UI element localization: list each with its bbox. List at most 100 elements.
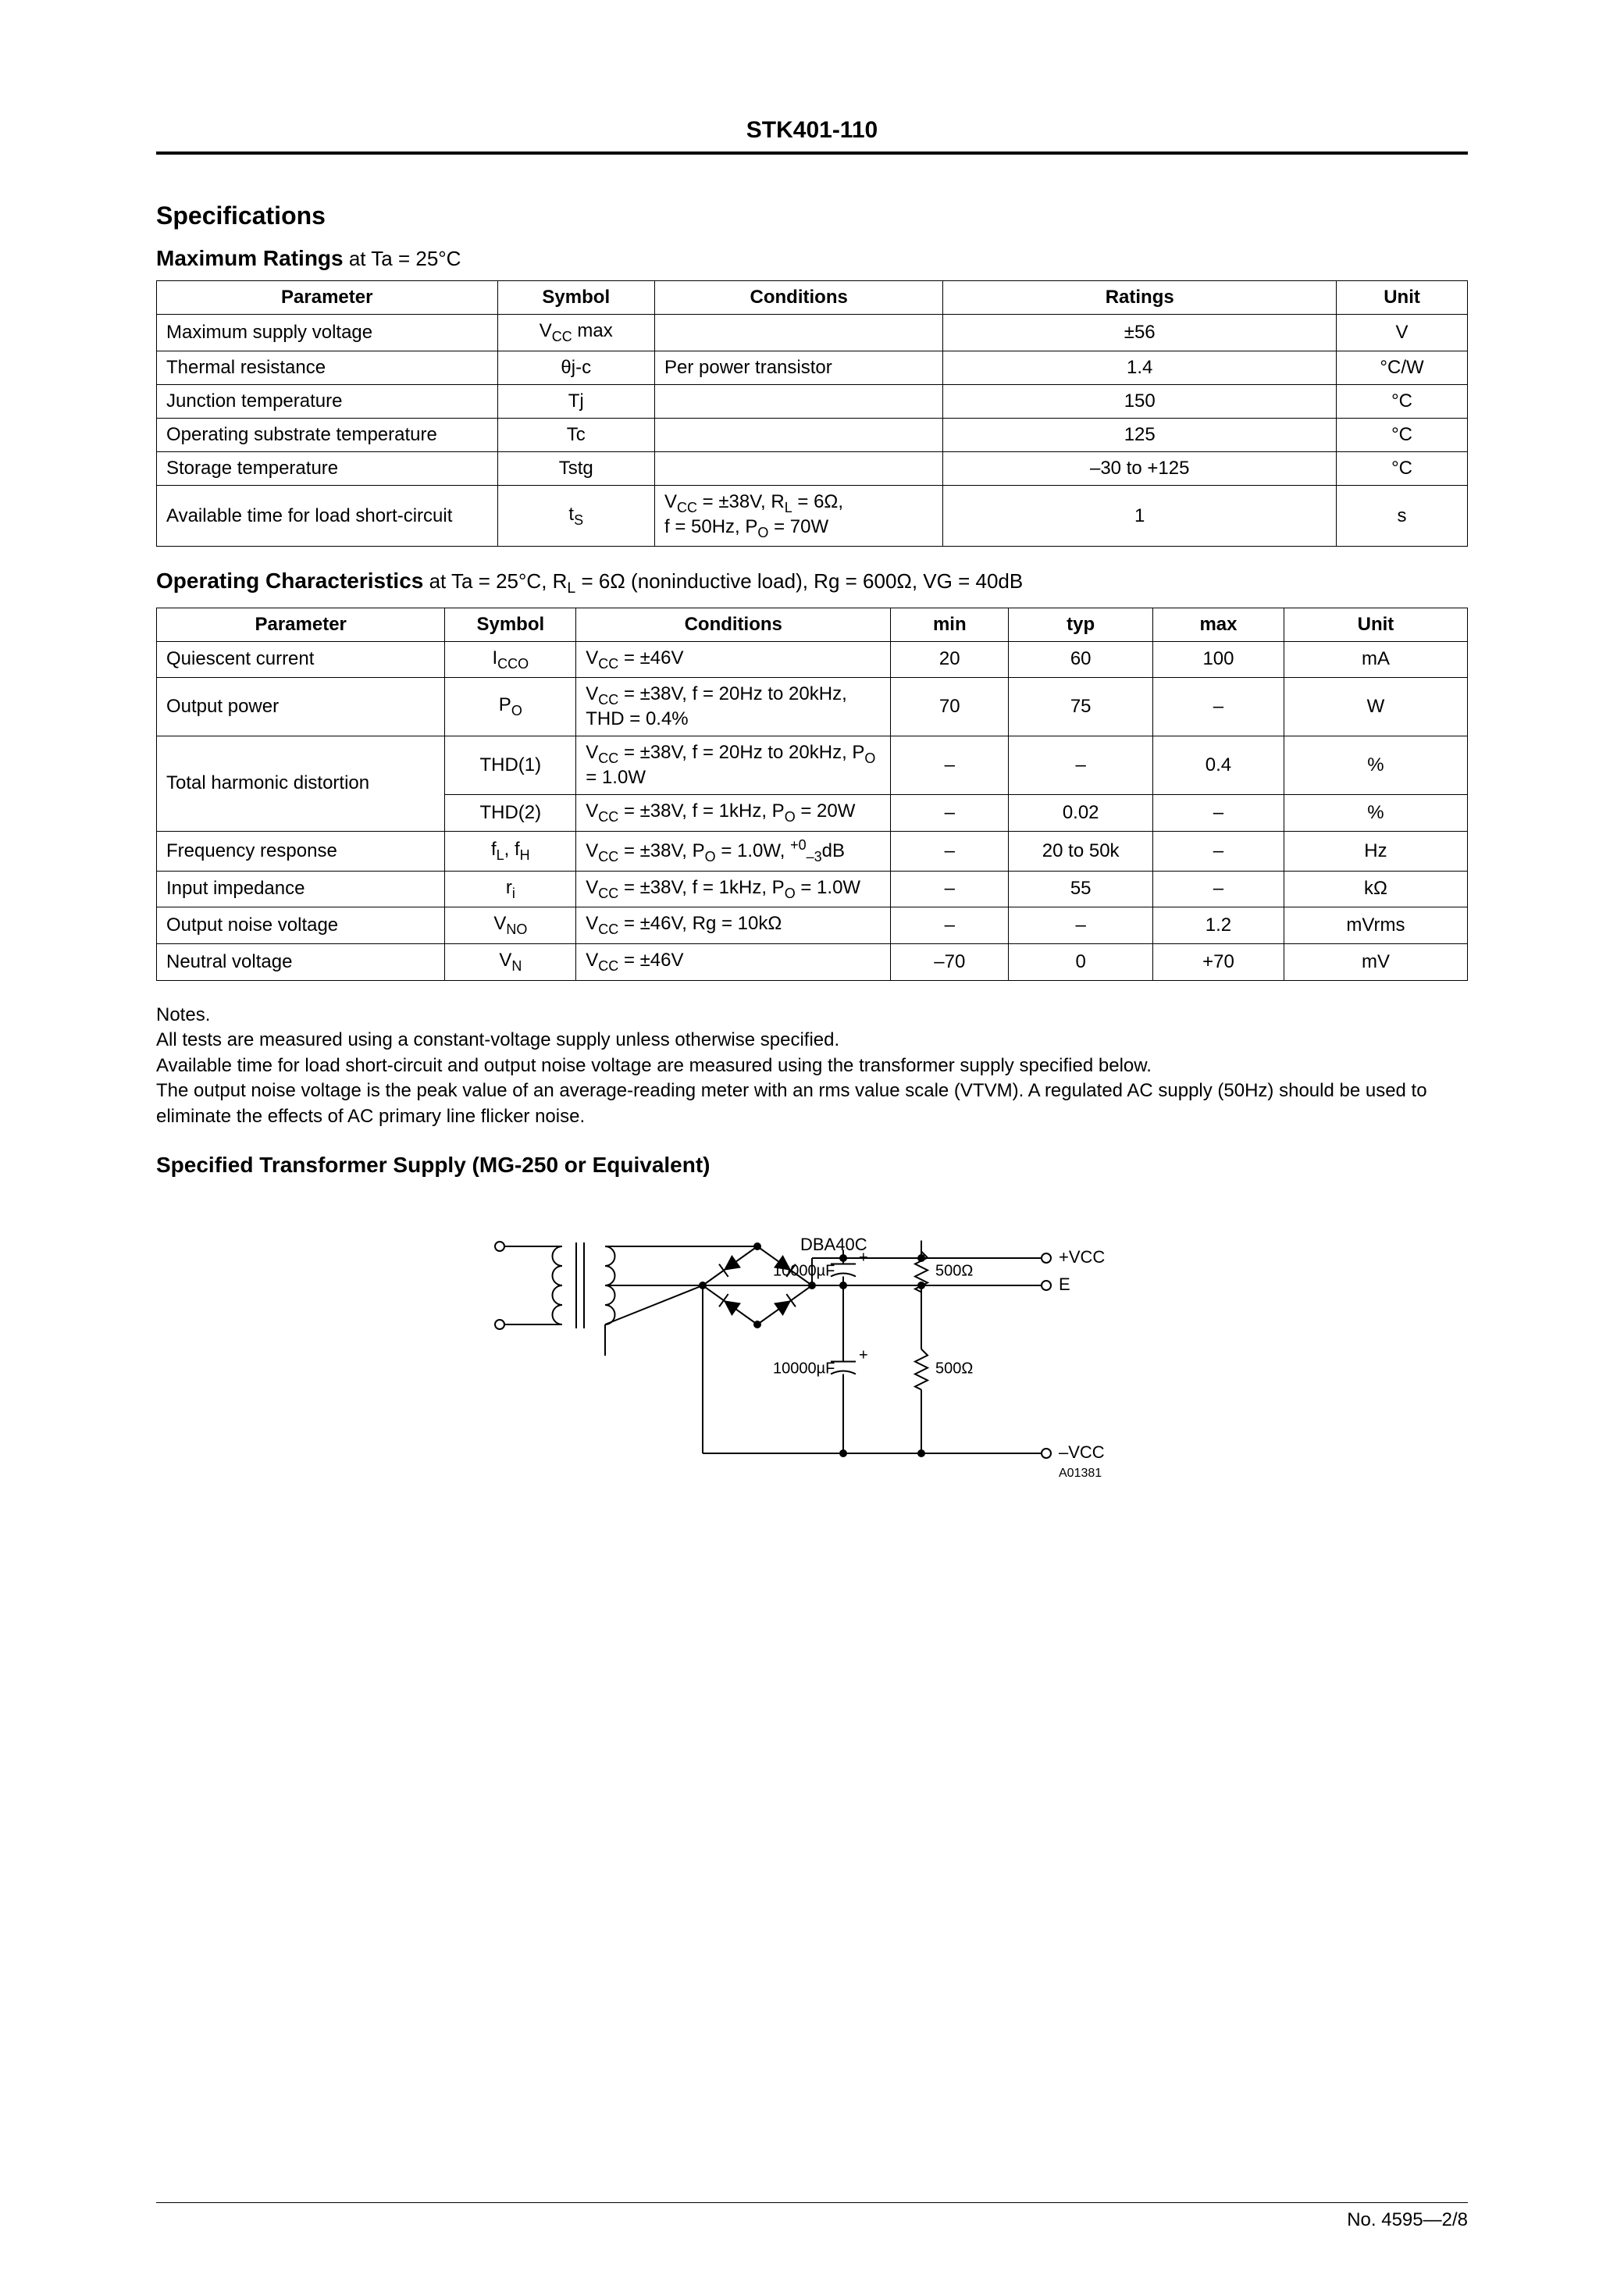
op-char-heading: Operating Characteristics at Ta = 25°C, …	[156, 569, 1468, 597]
table-cell: θj-c	[497, 351, 654, 384]
column-header: Conditions	[576, 608, 891, 641]
table-cell: VCC = ±38V, f = 1kHz, PO = 20W	[576, 794, 891, 831]
table-cell: 100	[1153, 641, 1284, 678]
table-row: Neutral voltageVNVCC = ±46V–700+70mV	[157, 944, 1468, 981]
table-cell: 55	[1009, 871, 1153, 907]
table-cell: Frequency response	[157, 831, 445, 871]
table-cell: VCC max	[497, 315, 654, 351]
table-cell: %	[1284, 794, 1467, 831]
header-rule	[156, 152, 1468, 155]
table-cell	[655, 451, 943, 485]
table-cell: Total harmonic distortion	[157, 736, 445, 832]
table-cell: VCC = ±46V	[576, 641, 891, 678]
table-cell: 1	[943, 485, 1337, 547]
notes-block: Notes. All tests are measured using a co…	[156, 1003, 1468, 1129]
column-header: min	[891, 608, 1009, 641]
column-header: Parameter	[157, 281, 498, 315]
op-char-cond: at Ta = 25°C, RL = 6Ω (noninductive load…	[423, 569, 1023, 593]
table-cell: 0.02	[1009, 794, 1153, 831]
notes-title: Notes.	[156, 1003, 1468, 1028]
table-cell: 75	[1009, 678, 1153, 736]
svg-text:E: E	[1059, 1274, 1070, 1294]
table-row: Maximum supply voltageVCC max±56V	[157, 315, 1468, 351]
table-cell: ±56	[943, 315, 1337, 351]
table-cell: VCC = ±46V, Rg = 10kΩ	[576, 907, 891, 944]
table-cell: °C/W	[1337, 351, 1468, 384]
column-header: max	[1153, 608, 1284, 641]
table-header-row: ParameterSymbolConditionsmintypmaxUnit	[157, 608, 1468, 641]
table-cell	[655, 418, 943, 451]
table-cell: –	[891, 871, 1009, 907]
table-cell: –30 to +125	[943, 451, 1337, 485]
table-row: Operating substrate temperatureTc 125°C	[157, 418, 1468, 451]
table-row: Available time for load short-circuittSV…	[157, 485, 1468, 547]
column-header: Unit	[1337, 281, 1468, 315]
table-cell: Tj	[497, 384, 654, 418]
table-cell: kΩ	[1284, 871, 1467, 907]
table-cell: %	[1284, 736, 1467, 795]
table-row: Frequency responsefL, fHVCC = ±38V, PO =…	[157, 831, 1468, 871]
column-header: Conditions	[655, 281, 943, 315]
table-cell: Storage temperature	[157, 451, 498, 485]
table-row: Thermal resistanceθj-cPer power transist…	[157, 351, 1468, 384]
table-cell: °C	[1337, 451, 1468, 485]
svg-text:500Ω: 500Ω	[935, 1262, 973, 1279]
max-ratings-prefix: Maximum Ratings	[156, 246, 344, 270]
table-cell: VCC = ±38V, RL = 6Ω,f = 50Hz, PO = 70W	[655, 485, 943, 547]
table-cell: 1.2	[1153, 907, 1284, 944]
table-cell: 1.4	[943, 351, 1337, 384]
table-row: Junction temperatureTj150°C	[157, 384, 1468, 418]
table-cell: THD(1)	[445, 736, 576, 795]
table-cell: Tc	[497, 418, 654, 451]
table-cell: Per power transistor	[655, 351, 943, 384]
table-cell: –	[1153, 831, 1284, 871]
table-cell: Quiescent current	[157, 641, 445, 678]
svg-text:A01381: A01381	[1059, 1467, 1102, 1480]
note-line: All tests are measured using a constant-…	[156, 1028, 1468, 1053]
table-cell: ICCO	[445, 641, 576, 678]
table-cell: –	[1009, 907, 1153, 944]
table-cell	[655, 384, 943, 418]
max-ratings-heading: Maximum Ratings at Ta = 25°C	[156, 246, 1468, 271]
table-cell: mV	[1284, 944, 1467, 981]
table-cell: 0	[1009, 944, 1153, 981]
max-ratings-table: ParameterSymbolConditionsRatingsUnit Max…	[156, 280, 1468, 547]
transformer-heading: Specified Transformer Supply (MG-250 or …	[156, 1153, 1468, 1178]
specifications-heading: Specifications	[156, 201, 1468, 230]
table-cell: 20 to 50k	[1009, 831, 1153, 871]
table-cell: +70	[1153, 944, 1284, 981]
table-row: Storage temperatureTstg–30 to +125°C	[157, 451, 1468, 485]
table-cell: mVrms	[1284, 907, 1467, 944]
svg-text:+: +	[859, 1249, 868, 1266]
table-cell: THD(2)	[445, 794, 576, 831]
circuit-svg: DBA40C+10000µF500Ω+10000µF500Ω+VCCE–VCCA…	[476, 1192, 1148, 1504]
table-cell: VCC = ±38V, PO = 1.0W, +0–3dB	[576, 831, 891, 871]
table-cell: Operating substrate temperature	[157, 418, 498, 451]
op-char-prefix: Operating Characteristics	[156, 569, 423, 593]
table-cell: °C	[1337, 418, 1468, 451]
table-row: Quiescent currentICCOVCC = ±46V2060100mA	[157, 641, 1468, 678]
table-cell: Output noise voltage	[157, 907, 445, 944]
table-cell: ri	[445, 871, 576, 907]
max-ratings-cond: at Ta = 25°C	[344, 247, 461, 270]
svg-text:10000µF: 10000µF	[773, 1262, 835, 1279]
table-cell: 60	[1009, 641, 1153, 678]
table-row: Output noise voltageVNOVCC = ±46V, Rg = …	[157, 907, 1468, 944]
table-cell: Output power	[157, 678, 445, 736]
svg-text:+VCC: +VCC	[1059, 1247, 1105, 1267]
table-cell: Junction temperature	[157, 384, 498, 418]
table-cell: VCC = ±38V, f = 20Hz to 20kHz, THD = 0.4…	[576, 678, 891, 736]
table-cell: 125	[943, 418, 1337, 451]
table-cell: VCC = ±38V, f = 1kHz, PO = 1.0W	[576, 871, 891, 907]
table-cell: 70	[891, 678, 1009, 736]
table-cell: V	[1337, 315, 1468, 351]
table-row: Output powerPOVCC = ±38V, f = 20Hz to 20…	[157, 678, 1468, 736]
table-cell: tS	[497, 485, 654, 547]
table-cell: 0.4	[1153, 736, 1284, 795]
table-cell: –	[891, 736, 1009, 795]
table-cell: –	[1153, 794, 1284, 831]
column-header: typ	[1009, 608, 1153, 641]
table-cell: PO	[445, 678, 576, 736]
table-cell: 20	[891, 641, 1009, 678]
table-cell: VCC = ±38V, f = 20Hz to 20kHz, PO = 1.0W	[576, 736, 891, 795]
